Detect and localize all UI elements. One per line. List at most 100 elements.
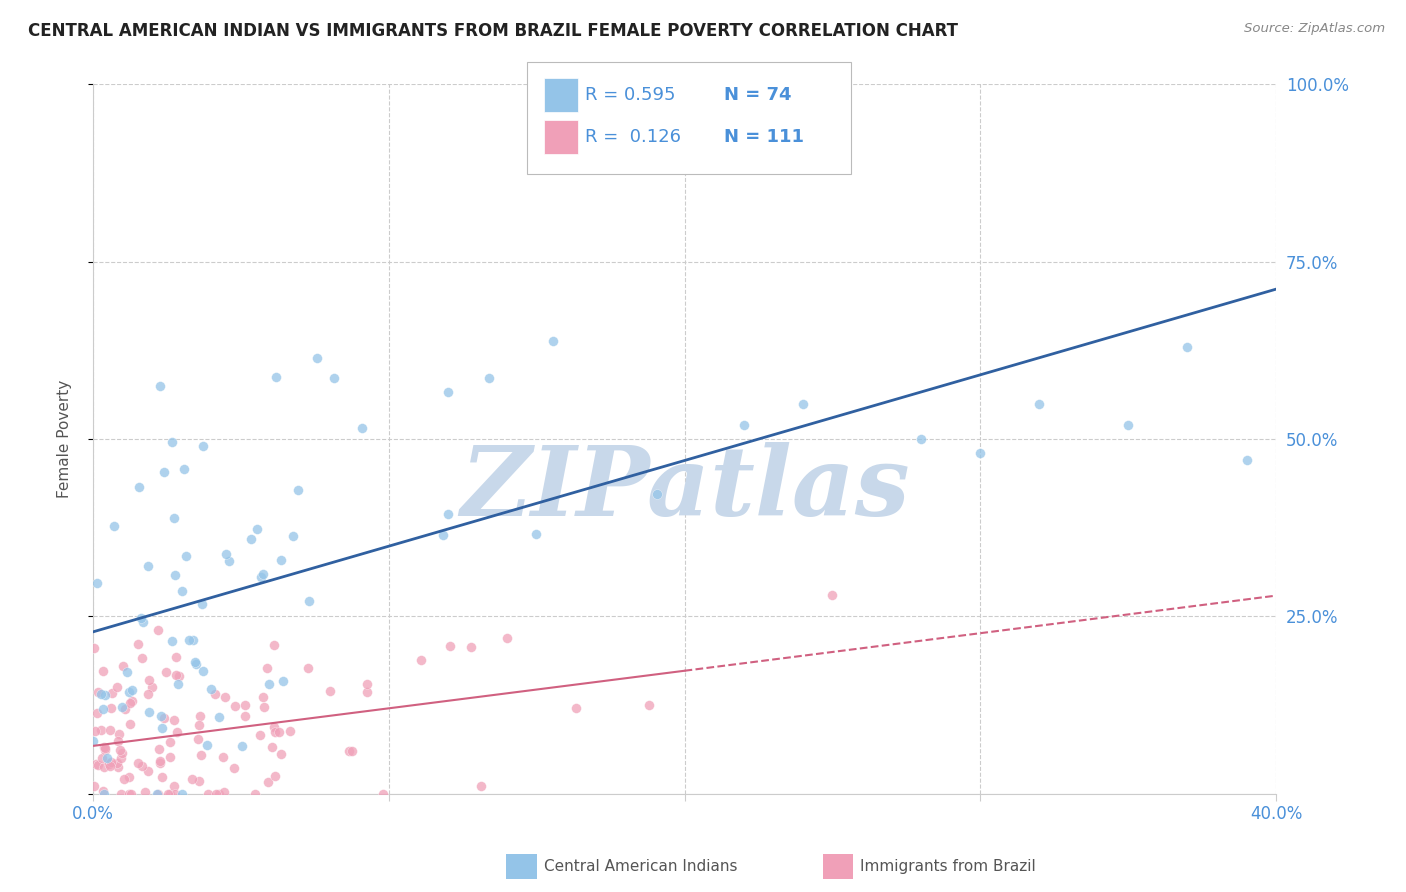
Point [224, 761, 246, 775]
Point [356, 685, 378, 699]
Point [437, 385, 460, 400]
Point [111, 746, 134, 760]
Point [153, 465, 176, 479]
Point [110, 751, 132, 765]
Point [114, 702, 136, 716]
Point [118, 717, 141, 731]
Point [337, 744, 360, 758]
Point [733, 417, 755, 432]
Point [1116, 417, 1139, 432]
Point [197, 787, 219, 801]
Point [188, 718, 211, 732]
Point [163, 713, 186, 727]
Point [93, 739, 115, 754]
Point [146, 624, 169, 638]
Point [111, 699, 134, 714]
Point [264, 725, 287, 739]
Point [108, 727, 131, 741]
Point [165, 667, 187, 681]
Point [342, 744, 364, 758]
Text: Immigrants from Brazil: Immigrants from Brazil [860, 859, 1036, 873]
Point [208, 709, 231, 723]
Point [107, 733, 129, 747]
Point [121, 683, 143, 698]
Point [90, 688, 112, 702]
Point [112, 772, 135, 786]
Point [253, 700, 276, 714]
Y-axis label: Female Poverty: Female Poverty [58, 380, 72, 499]
Point [177, 632, 200, 647]
Point [163, 787, 186, 801]
Point [159, 787, 181, 801]
Point [256, 660, 278, 674]
Point [172, 584, 194, 599]
Point [204, 687, 226, 701]
Point [371, 787, 394, 801]
Point [1175, 340, 1198, 354]
Point [86, 576, 108, 591]
Point [110, 787, 132, 801]
Point [322, 371, 344, 385]
Point [152, 711, 174, 725]
Point [115, 665, 138, 679]
Point [231, 739, 253, 753]
Point [155, 665, 177, 679]
Point [160, 435, 183, 450]
Point [271, 674, 294, 689]
Point [149, 378, 172, 392]
Point [224, 698, 246, 713]
Point [460, 640, 482, 655]
Point [86, 706, 108, 720]
Point [319, 684, 342, 698]
Point [103, 519, 125, 533]
Point [278, 724, 301, 739]
Point [526, 527, 548, 541]
Point [127, 756, 149, 771]
Point [910, 432, 932, 446]
Point [93, 787, 115, 801]
Point [208, 787, 231, 801]
Point [541, 334, 564, 349]
Point [411, 653, 433, 667]
Point [263, 638, 285, 652]
Point [270, 747, 292, 761]
Point [162, 633, 184, 648]
Point [159, 735, 181, 749]
Point [107, 760, 129, 774]
Point [470, 779, 492, 793]
Point [270, 553, 292, 567]
Point [136, 559, 159, 574]
Point [100, 756, 122, 770]
Text: ZIPatlas: ZIPatlas [460, 442, 910, 536]
Point [121, 694, 143, 708]
Point [165, 649, 187, 664]
Point [146, 787, 169, 801]
Point [214, 690, 236, 705]
Point [131, 650, 153, 665]
Point [180, 772, 202, 786]
Point [174, 549, 197, 563]
Point [83, 641, 105, 656]
Point [212, 785, 235, 799]
Point [204, 787, 226, 801]
Point [252, 566, 274, 581]
Point [215, 547, 238, 561]
Point [245, 522, 267, 536]
Point [90, 723, 112, 738]
Point [127, 637, 149, 651]
Text: N = 74: N = 74 [724, 87, 792, 104]
Point [297, 661, 319, 675]
Point [149, 756, 172, 770]
Point [305, 351, 328, 365]
Point [195, 738, 218, 752]
Point [1236, 453, 1258, 467]
Point [436, 507, 458, 521]
Point [187, 773, 209, 788]
Point [1028, 396, 1050, 410]
Text: Central American Indians: Central American Indians [544, 859, 738, 873]
Point [263, 720, 285, 734]
Point [87, 685, 110, 699]
Point [298, 594, 321, 608]
Point [148, 742, 170, 756]
Point [90, 751, 112, 765]
